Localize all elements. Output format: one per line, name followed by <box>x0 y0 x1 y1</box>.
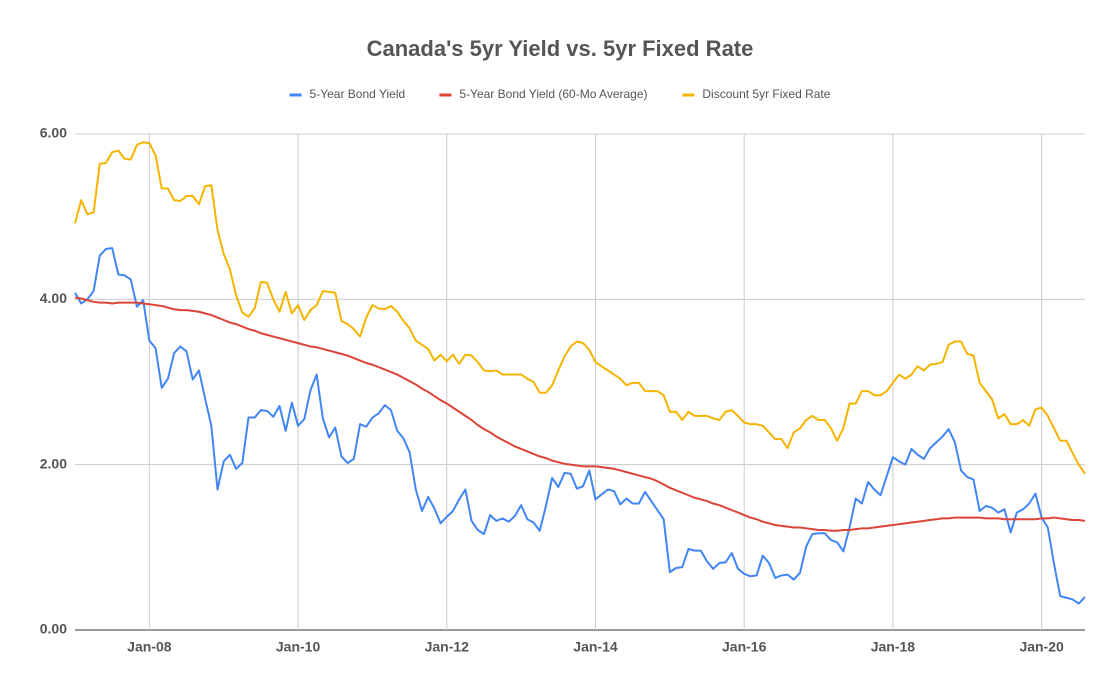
x-tick-label: Jan-12 <box>425 639 470 655</box>
x-tick-label: Jan-14 <box>573 639 618 655</box>
series-line <box>74 296 1086 532</box>
x-tick-label: Jan-20 <box>1019 639 1064 655</box>
series-line <box>74 247 1086 605</box>
y-tick-label: 2.00 <box>40 455 67 471</box>
legend-label: Discount 5yr Fixed Rate <box>702 87 830 101</box>
y-tick-label: 0.00 <box>40 621 67 637</box>
x-tick-label: Jan-08 <box>127 639 172 655</box>
x-tick-label: Jan-10 <box>276 639 321 655</box>
legend-label: 5-Year Bond Yield <box>310 87 406 101</box>
legend-label: 5-Year Bond Yield (60-Mo Average) <box>459 87 647 101</box>
chart-title: Canada's 5yr Yield vs. 5yr Fixed Rate <box>367 36 754 61</box>
y-tick-label: 6.00 <box>40 125 67 141</box>
series-line <box>74 141 1086 475</box>
y-tick-label: 4.00 <box>40 290 67 306</box>
x-tick-label: Jan-18 <box>871 639 916 655</box>
x-tick-label: Jan-16 <box>722 639 767 655</box>
